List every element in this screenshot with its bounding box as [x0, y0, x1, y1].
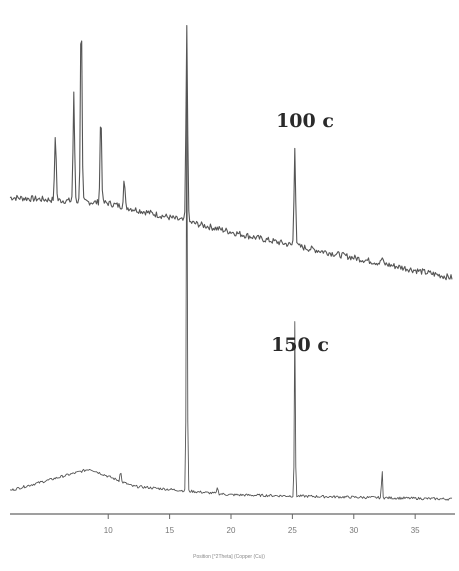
peak-point-s1-0	[119, 468, 121, 470]
x-tick-label-0: 10	[104, 526, 113, 535]
peak-point-s1-2	[216, 485, 218, 487]
x-axis-title: Position [°2Theta] (Copper (Cu))	[193, 554, 265, 560]
series-line-0	[9, 25, 453, 281]
x-ticks: 10 15 20 25 30 35	[104, 514, 420, 535]
peak-point-s0-3	[100, 110, 102, 112]
x-tick-label-1: 15	[165, 526, 174, 535]
peak-point-s0-4	[123, 179, 125, 181]
peak-point-s0-7	[381, 257, 383, 259]
peak-point-s0-0	[54, 133, 56, 135]
peak-point-s0-6	[294, 145, 296, 147]
series-line-1	[10, 81, 453, 501]
x-tick-label-2: 20	[227, 526, 236, 535]
x-tick-label-4: 30	[349, 526, 358, 535]
peak-point-s1-3	[294, 322, 296, 324]
traces-layer	[9, 7, 453, 501]
peak-point-s1-1	[186, 81, 188, 83]
series-label-100c: 100 c	[276, 110, 334, 132]
peak-point-s0-2	[80, 7, 82, 9]
peak-point-s0-1	[73, 93, 75, 95]
x-tick-label-3: 25	[288, 526, 297, 535]
peak-point-s1-4	[381, 468, 383, 470]
series-label-150c: 150 c	[271, 334, 329, 356]
x-tick-label-5: 35	[411, 526, 420, 535]
peak-point-s0-5	[186, 24, 188, 26]
